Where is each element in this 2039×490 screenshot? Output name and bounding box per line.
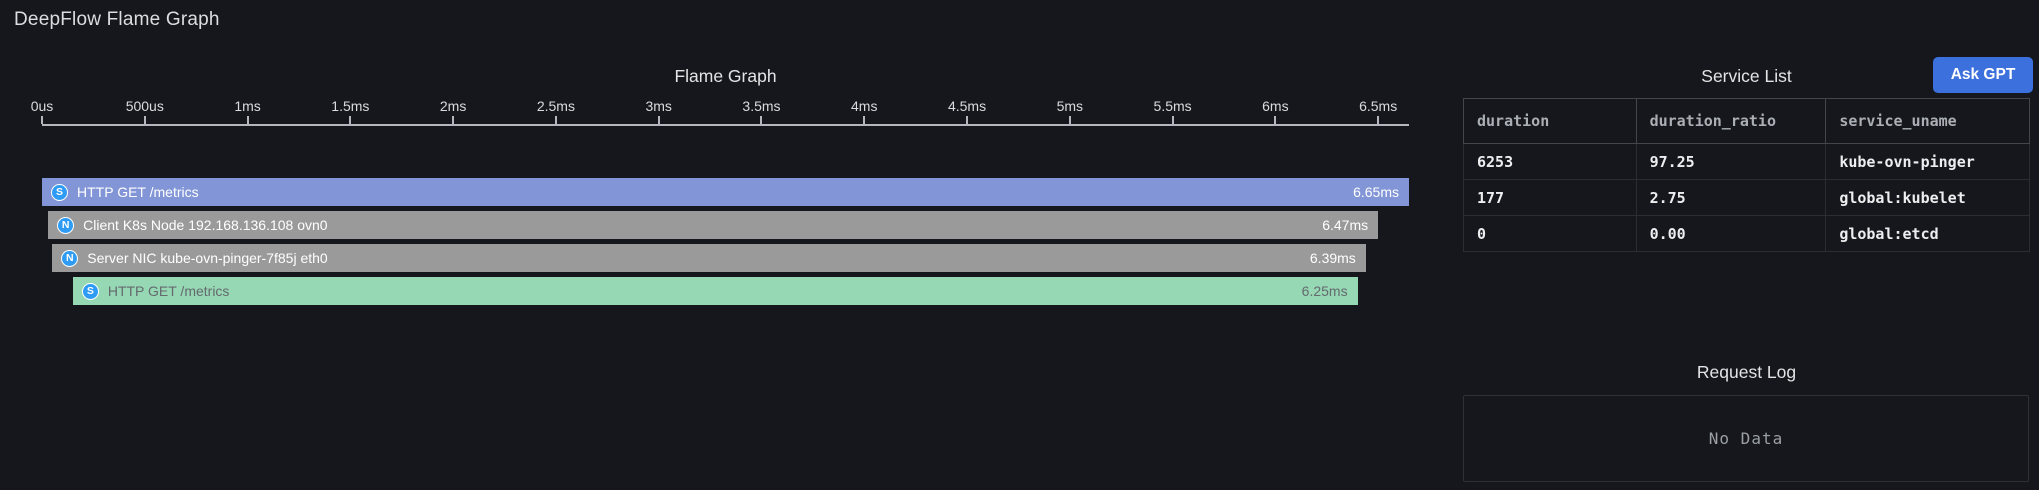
axis-tick-label: 4.5ms <box>947 98 987 114</box>
axis-tick-label: 6.5ms <box>1359 98 1398 114</box>
axis-tick-label: 5ms <box>1056 98 1084 114</box>
request-log-title: Request Log <box>1696 362 1797 382</box>
service-table-row[interactable]: 6253 97.25 kube-ovn-pinger <box>1463 143 2030 180</box>
ask-gpt-button[interactable]: Ask GPT <box>1933 57 2033 93</box>
flame-span[interactable]: S HTTP GET /metrics 6.65ms <box>42 178 1409 206</box>
service-table-cell: 6253 <box>1463 143 1637 180</box>
service-table-row[interactable]: 177 2.75 global:kubelet <box>1463 179 2030 216</box>
axis-tick <box>863 116 866 124</box>
axis-tick <box>1171 116 1174 124</box>
flame-span-label: Client K8s Node 192.168.136.108 ovn0 <box>83 217 328 233</box>
service-table-cell: 0 <box>1463 215 1637 252</box>
flame-span-duration: 6.47ms <box>1322 217 1369 233</box>
axis-tick-label: 1.5ms <box>331 98 370 114</box>
service-table-row[interactable]: 0 0.00 global:etcd <box>1463 215 2030 252</box>
n-circle-icon: N <box>57 216 75 234</box>
flame-span-label: HTTP GET /metrics <box>107 283 230 299</box>
service-list-title: Service List <box>1701 66 1792 86</box>
flame-graph-title: Flame Graph <box>674 66 777 86</box>
service-table-column-header[interactable]: duration_ratio <box>1635 98 1827 144</box>
axis-tick <box>41 116 43 124</box>
flame-span[interactable]: S HTTP GET /metrics 6.25ms <box>72 277 1358 305</box>
axis-tick-label: 6ms <box>1262 98 1289 114</box>
axis-tick <box>143 116 146 124</box>
axis-tick <box>452 116 455 124</box>
flame-span[interactable]: N Server NIC kube-ovn-pinger-7f85j eth0 6.… <box>52 244 1366 272</box>
axis-tick-label: 3ms <box>645 98 672 114</box>
axis-tick-label: 500us <box>125 98 164 114</box>
service-table-cell: 0.00 <box>1635 215 1827 252</box>
flame-graph-panel: Flame Graph 0us 500us 1ms 1.5ms 2ms 2.5ms 3ms 3… <box>31 0 1409 490</box>
flame-time-axis: 0us 500us 1ms 1.5ms 2ms 2.5ms 3ms 3.5ms 4ms 4.5ms… <box>31 98 1409 126</box>
service-table-column-header[interactable]: duration <box>1463 98 1637 144</box>
axis-tick <box>657 116 660 124</box>
axis-tick-label: 5.5ms <box>1153 98 1192 114</box>
service-table-cell: 2.75 <box>1635 179 1827 216</box>
right-column: Service List Ask GPT duration duration_ra… <box>1463 0 2033 490</box>
axis-tick <box>349 116 352 124</box>
axis-tick <box>246 116 249 124</box>
flame-span-duration: 6.25ms <box>1301 283 1348 299</box>
axis-tick-label: 0us <box>30 98 54 114</box>
service-table-header-row: duration duration_ratio service_uname <box>1463 98 2030 144</box>
axis-tick <box>1274 116 1277 124</box>
flame-span-duration: 6.65ms <box>1353 184 1399 200</box>
flame-bars-container: S HTTP GET /metrics 6.65ms N Client K8s Node… <box>42 178 1409 318</box>
axis-tick-label: 2ms <box>439 98 467 114</box>
service-table-cell: 97.25 <box>1635 143 1827 180</box>
service-table-cell: global:kubelet <box>1825 179 2030 216</box>
axis-tick <box>1068 116 1071 124</box>
flame-span[interactable]: N Client K8s Node 192.168.136.108 ovn0 6.4… <box>48 211 1379 239</box>
s-circle-icon: S <box>81 282 99 300</box>
no-data-text: No Data <box>1708 429 1784 448</box>
service-table-cell: global:etcd <box>1825 215 2030 252</box>
axis-tick <box>966 116 969 124</box>
s-circle-icon: S <box>51 183 68 201</box>
axis-tick <box>554 116 557 124</box>
service-table-cell: 177 <box>1463 179 1637 216</box>
service-table-column-header[interactable]: service_uname <box>1825 98 2030 144</box>
axis-tick-label: 3.5ms <box>742 98 781 114</box>
service-table-cell: kube-ovn-pinger <box>1825 143 2030 180</box>
axis-tick <box>1377 116 1380 124</box>
request-log-empty-box: No Data <box>1463 395 2029 482</box>
axis-tick-label: 2.5ms <box>536 98 575 114</box>
n-circle-icon: N <box>61 249 79 267</box>
flame-span-duration: 6.39ms <box>1309 250 1356 266</box>
page-title: DeepFlow Flame Graph <box>14 9 220 30</box>
axis-tick-label: 1ms <box>234 98 261 114</box>
service-table: duration duration_ratio service_uname 6253… <box>1463 98 2030 252</box>
flame-span-label: HTTP GET /metrics <box>77 184 199 200</box>
flame-span-label: Server NIC kube-ovn-pinger-7f85j eth0 <box>87 250 328 266</box>
axis-tick <box>760 116 763 124</box>
axis-tick-label: 4ms <box>851 98 878 114</box>
